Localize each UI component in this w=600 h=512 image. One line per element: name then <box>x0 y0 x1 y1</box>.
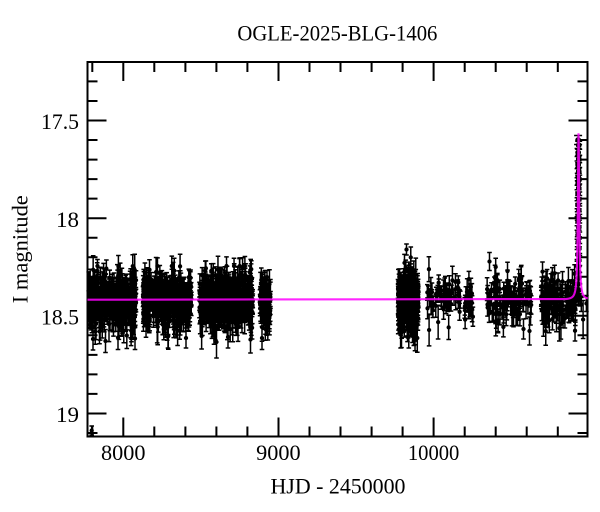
svg-text:18.5: 18.5 <box>41 304 79 329</box>
svg-text:9000: 9000 <box>256 440 301 465</box>
svg-text:HJD - 2450000: HJD - 2450000 <box>271 474 406 499</box>
svg-text:10000: 10000 <box>408 440 460 465</box>
svg-text:18: 18 <box>56 207 79 232</box>
svg-text:I magnitude: I magnitude <box>8 195 33 303</box>
svg-text:19: 19 <box>56 402 79 427</box>
svg-text:8000: 8000 <box>101 440 146 465</box>
svg-text:OGLE-2025-BLG-1406: OGLE-2025-BLG-1406 <box>237 20 437 45</box>
svg-text:17.5: 17.5 <box>41 109 79 134</box>
